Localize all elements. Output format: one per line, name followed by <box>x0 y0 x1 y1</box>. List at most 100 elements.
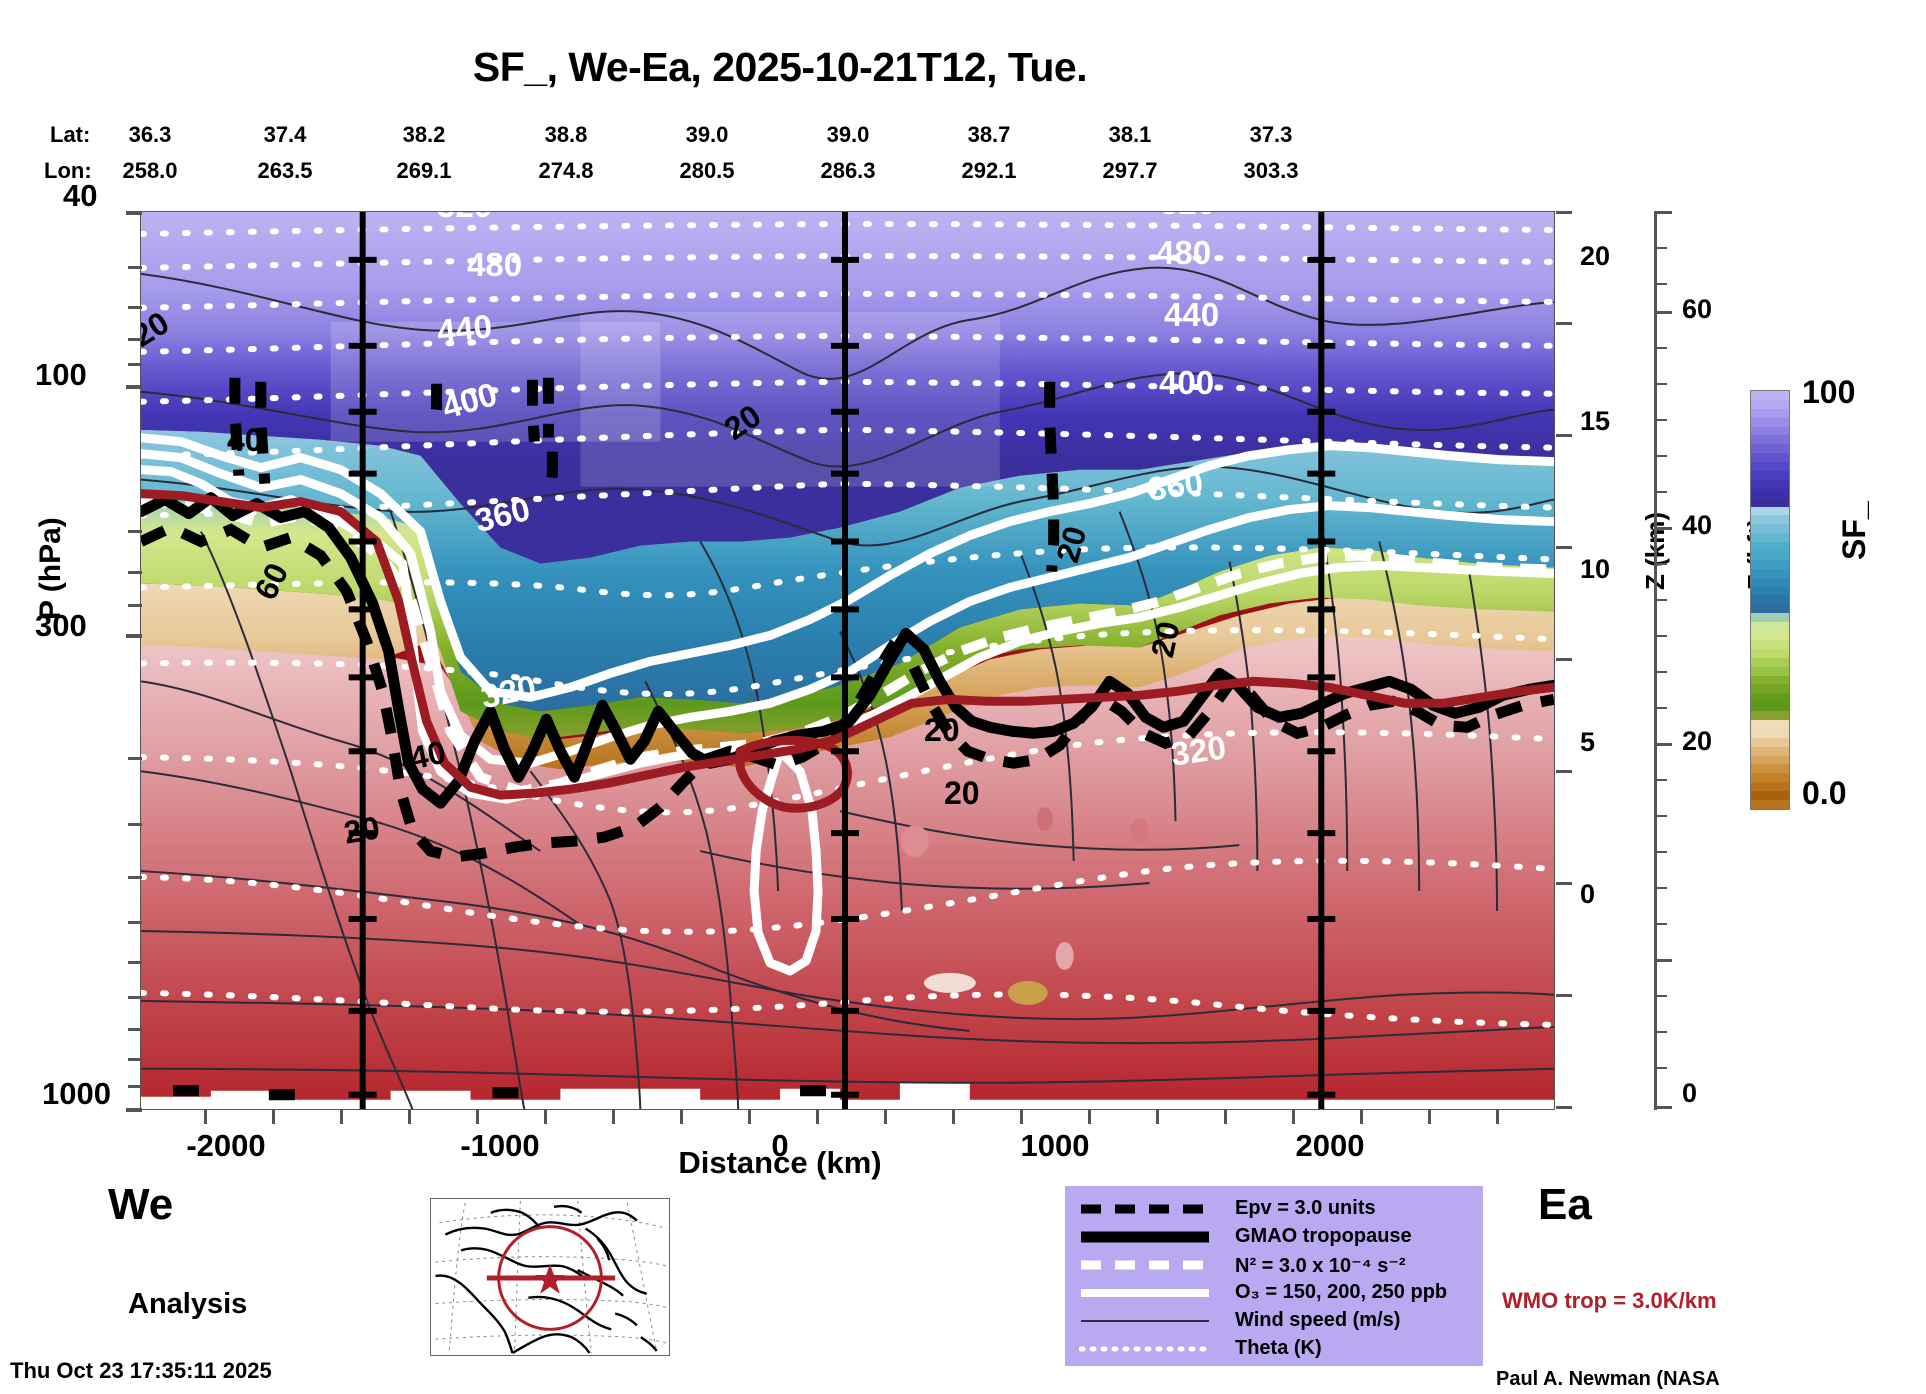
colorbar-min-label: 0.0 <box>1802 775 1847 811</box>
blob-b <box>1036 807 1053 832</box>
wind-label-20-f: 20 <box>944 775 980 811</box>
credit-label: Paul A. Newman (NASA <box>1496 1368 1720 1390</box>
lat-value-7: 38.1 <box>1108 122 1152 147</box>
lat-value-2: 38.2 <box>402 122 446 147</box>
wmo-trop-label: WMO trop = 3.0K/km <box>1502 1288 1717 1313</box>
legend-swatch-o3 <box>1081 1289 1209 1297</box>
pressure-tick-300: 300 <box>35 608 87 643</box>
inset-center-marker <box>535 1264 565 1294</box>
wind-label-40-a: 40 <box>227 422 263 458</box>
east-label: Ea <box>1538 1180 1592 1229</box>
lon-value-3: 274.8 <box>538 158 594 183</box>
legend-label-n2: N² = 3.0 x 10⁻⁴ s⁻² <box>1235 1255 1406 1277</box>
distance-tick--1000: -1000 <box>460 1128 540 1163</box>
wind-label-20-b: 20 <box>341 809 383 851</box>
blob-f <box>1055 941 1074 970</box>
timestamp-label: Thu Oct 23 17:35:11 2025 <box>10 1358 272 1383</box>
lat-label: Lat: <box>50 122 91 147</box>
inset-map[interactable] <box>430 1198 670 1356</box>
z-km-tick-15: 15 <box>1580 406 1611 436</box>
distance-tick-1000: 1000 <box>1020 1128 1090 1163</box>
pressure-tick-100: 100 <box>35 357 87 392</box>
legend-box[interactable]: Epv = 3.0 units GMAO tropopause N² = 3.0… <box>1065 1186 1483 1366</box>
z-kft-tick-20: 20 <box>1682 726 1713 756</box>
lat-value-8: 37.3 <box>1249 122 1293 147</box>
z-km-tick-20: 20 <box>1580 241 1611 271</box>
pressure-tick-1000: 1000 <box>42 1076 111 1111</box>
lat-value-4: 39.0 <box>685 122 729 147</box>
lon-label: Lon: <box>44 158 92 183</box>
lon-value-5: 286.3 <box>820 158 876 183</box>
blob-c <box>1130 818 1149 845</box>
distance-tick--2000: -2000 <box>186 1128 266 1163</box>
lat-row: Lat: 36.3 37.4 38.2 38.8 39.0 39.0 38.7 … <box>0 122 1560 148</box>
legend-label-gmao: GMAO tropopause <box>1235 1225 1412 1247</box>
z-kft-tick-0: 0 <box>1682 1078 1698 1108</box>
lat-value-6: 38.7 <box>967 122 1011 147</box>
lon-value-0: 258.0 <box>122 158 178 183</box>
blob-e <box>1007 980 1048 1005</box>
blob-d <box>923 972 976 993</box>
wind-label-20-e: 20 <box>924 712 960 748</box>
inset-map-graphic <box>431 1199 669 1355</box>
analysis-label: Analysis <box>128 1288 248 1320</box>
distance-tick-0: 0 <box>771 1128 789 1163</box>
lon-value-8: 303.3 <box>1243 158 1299 183</box>
legend-label-o3: O₃ = 150, 200, 250 ppb <box>1235 1281 1448 1303</box>
z-kft-tick-40: 40 <box>1682 510 1713 540</box>
theta-label-520-right: 520 <box>1160 212 1215 222</box>
legend-swatch-epv <box>1081 1204 1209 1214</box>
gmao-tropopause <box>141 492 1554 809</box>
pressure-axis-title: P (hPa) <box>34 517 67 620</box>
lon-row: Lon: 258.0 263.5 269.1 274.8 280.5 286.3… <box>0 158 1560 184</box>
contour-shading <box>141 212 1554 1109</box>
theta-label-400-right: 400 <box>1159 364 1215 401</box>
theta-label-320-right: 320 <box>1168 728 1229 773</box>
lat-value-5: 39.0 <box>826 122 870 147</box>
wind-label-20-g: 20 <box>1144 618 1187 661</box>
legend-swatch-wind <box>1081 1320 1209 1322</box>
legend-swatch-theta <box>1079 1346 1211 1352</box>
lon-value-6: 292.1 <box>961 158 1017 183</box>
cross-section-plot[interactable]: 520 520 480 480 440 440 400 400 360 360 … <box>140 211 1555 1110</box>
theta-label-480-left: 480 <box>467 246 523 283</box>
z-km-tick-10: 10 <box>1580 554 1611 584</box>
distance-axis-title: Distance (km) <box>678 1145 882 1180</box>
colorbar[interactable] <box>1750 390 1790 810</box>
page-title: SF_, We-Ea, 2025-10-21T12, Tue. <box>472 44 1088 90</box>
lon-value-2: 269.1 <box>396 158 452 183</box>
shade-block-b <box>580 311 1000 487</box>
lon-value-7: 297.7 <box>1102 158 1158 183</box>
theta-label-480-right: 480 <box>1156 234 1212 271</box>
theta-label-520-left: 520 <box>437 212 492 225</box>
z-kft-axis-line <box>1654 211 1657 1110</box>
lat-value-0: 36.3 <box>128 122 172 147</box>
theta-label-360-right: 360 <box>1145 463 1206 508</box>
surface-mask <box>141 1082 1554 1109</box>
waypoint-ticks <box>348 256 1336 1098</box>
lon-value-1: 263.5 <box>257 158 313 183</box>
colorbar-max-label: 100 <box>1802 374 1856 410</box>
z-km-tick-5: 5 <box>1580 727 1596 757</box>
wind-label-40-b: 40 <box>406 733 449 777</box>
legend-swatch-gmao <box>1081 1231 1209 1243</box>
legend-label-theta: Theta (K) <box>1235 1337 1322 1359</box>
blob-a <box>900 825 929 858</box>
legend-label-wind: Wind speed (m/s) <box>1235 1309 1401 1331</box>
lat-value-3: 38.8 <box>544 122 588 147</box>
pressure-tick-40: 40 <box>63 178 98 213</box>
waypoint-lines <box>359 212 1325 1109</box>
theta-label-440-right: 440 <box>1164 296 1220 333</box>
colorbar-title: SF_ <box>1836 501 1872 560</box>
n2-contours <box>141 496 1554 797</box>
lon-value-4: 280.5 <box>679 158 735 183</box>
west-label: We <box>108 1180 174 1229</box>
theta-label-440-left: 440 <box>435 307 494 350</box>
legend-label-epv: Epv = 3.0 units <box>1235 1197 1376 1219</box>
distance-tick-2000: 2000 <box>1295 1128 1365 1163</box>
legend-swatch-n2 <box>1081 1260 1209 1270</box>
epv-contours <box>141 377 1554 1101</box>
z-km-tick-0: 0 <box>1580 879 1596 909</box>
z-kft-tick-60: 60 <box>1682 294 1713 324</box>
lat-value-1: 37.4 <box>263 122 307 147</box>
